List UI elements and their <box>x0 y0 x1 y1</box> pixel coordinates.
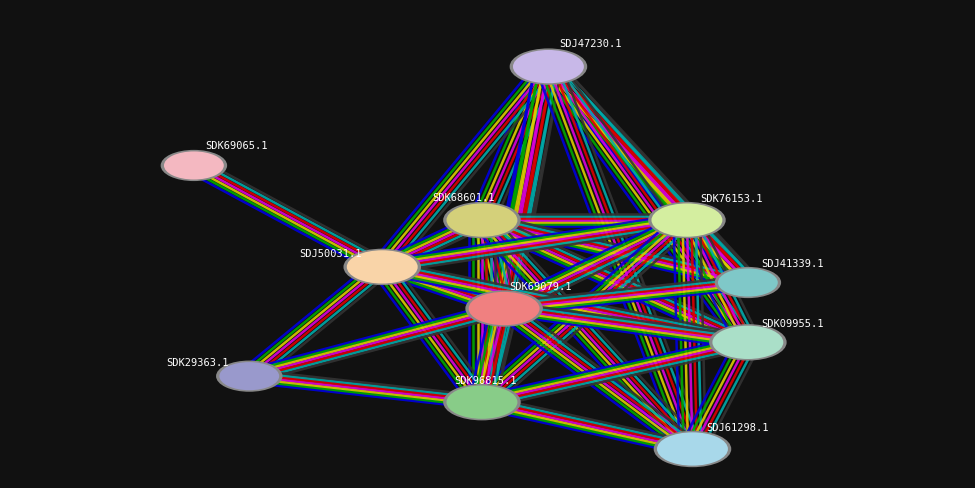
Circle shape <box>653 431 731 467</box>
Circle shape <box>347 251 417 284</box>
Circle shape <box>648 203 725 239</box>
Circle shape <box>447 204 518 237</box>
Text: SDK76153.1: SDK76153.1 <box>700 194 762 203</box>
Circle shape <box>161 151 227 182</box>
Circle shape <box>715 267 781 299</box>
Circle shape <box>709 325 787 361</box>
Circle shape <box>444 384 521 421</box>
Circle shape <box>718 269 778 297</box>
Circle shape <box>164 152 224 180</box>
Text: SDK68601.1: SDK68601.1 <box>432 193 494 203</box>
Text: SDJ41339.1: SDJ41339.1 <box>761 259 824 268</box>
Text: SDJ50031.1: SDJ50031.1 <box>299 248 362 258</box>
Text: SDK29363.1: SDK29363.1 <box>166 357 229 367</box>
Circle shape <box>657 432 728 466</box>
Circle shape <box>465 291 543 327</box>
Circle shape <box>651 204 722 237</box>
Text: SDK96815.1: SDK96815.1 <box>454 375 517 385</box>
Circle shape <box>469 292 539 325</box>
Circle shape <box>510 49 587 86</box>
Circle shape <box>444 203 521 239</box>
Circle shape <box>447 386 518 419</box>
Circle shape <box>216 361 283 392</box>
Circle shape <box>219 363 279 390</box>
Circle shape <box>513 51 584 84</box>
Text: SDK69079.1: SDK69079.1 <box>510 282 572 292</box>
Text: SDK69065.1: SDK69065.1 <box>205 141 267 151</box>
Text: SDJ61298.1: SDJ61298.1 <box>706 422 768 432</box>
Circle shape <box>343 249 421 285</box>
Text: SDK09955.1: SDK09955.1 <box>761 318 824 328</box>
Text: SDJ47230.1: SDJ47230.1 <box>560 40 622 49</box>
Circle shape <box>713 326 783 359</box>
